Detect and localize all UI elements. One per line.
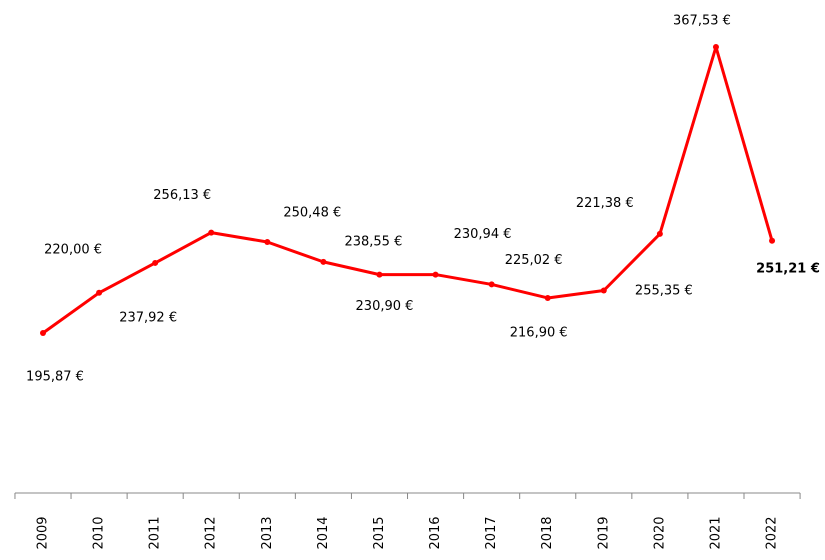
x-tick-label: 2018 (540, 516, 555, 549)
point (96, 289, 103, 296)
x-tick-label: 2013 (260, 516, 275, 549)
data-label: 256,13 € (153, 188, 211, 203)
data-label: 225,02 € (505, 253, 563, 268)
point (40, 330, 46, 336)
data-label: 367,53 € (673, 14, 731, 29)
data-label: 238,55 € (344, 234, 402, 249)
line (42, 45, 774, 335)
x-tick-label: 2012 (204, 516, 219, 549)
point (376, 271, 383, 278)
x-tick-label: 2014 (316, 516, 331, 549)
x-tick-label: 2019 (596, 516, 611, 549)
point (264, 239, 271, 246)
x-tick-label: 2011 (148, 516, 163, 549)
data-label: 221,38 € (576, 196, 634, 211)
point (432, 271, 439, 278)
x-tick-label: 2016 (428, 516, 443, 549)
data-label: 220,00 € (44, 242, 102, 257)
x-tick-label: 2017 (484, 516, 499, 549)
point (656, 230, 663, 237)
data-label: 195,87 € (26, 370, 84, 385)
data-label: 216,90 € (510, 325, 568, 340)
point (152, 259, 159, 266)
point (712, 44, 719, 50)
x-tick-label: 2020 (652, 516, 667, 549)
x-tick-label: 2010 (92, 516, 107, 549)
point (208, 229, 215, 236)
x-tick-label: 2022 (765, 516, 780, 549)
x-tick-label: 2009 (36, 516, 51, 549)
data-label: 230,90 € (356, 299, 414, 314)
point (320, 258, 327, 265)
x-tick-label: 2021 (708, 516, 723, 549)
point (769, 237, 776, 244)
point (488, 281, 495, 288)
data-label: 237,92 € (119, 310, 177, 325)
point (600, 287, 607, 294)
x-tick-label: 2015 (372, 516, 387, 549)
data-label: 230,94 € (454, 227, 512, 242)
data-label: 250,48 € (283, 206, 341, 221)
data-label: 251,21 € (756, 261, 820, 276)
data-label: 255,35 € (635, 283, 693, 298)
point (544, 294, 551, 301)
